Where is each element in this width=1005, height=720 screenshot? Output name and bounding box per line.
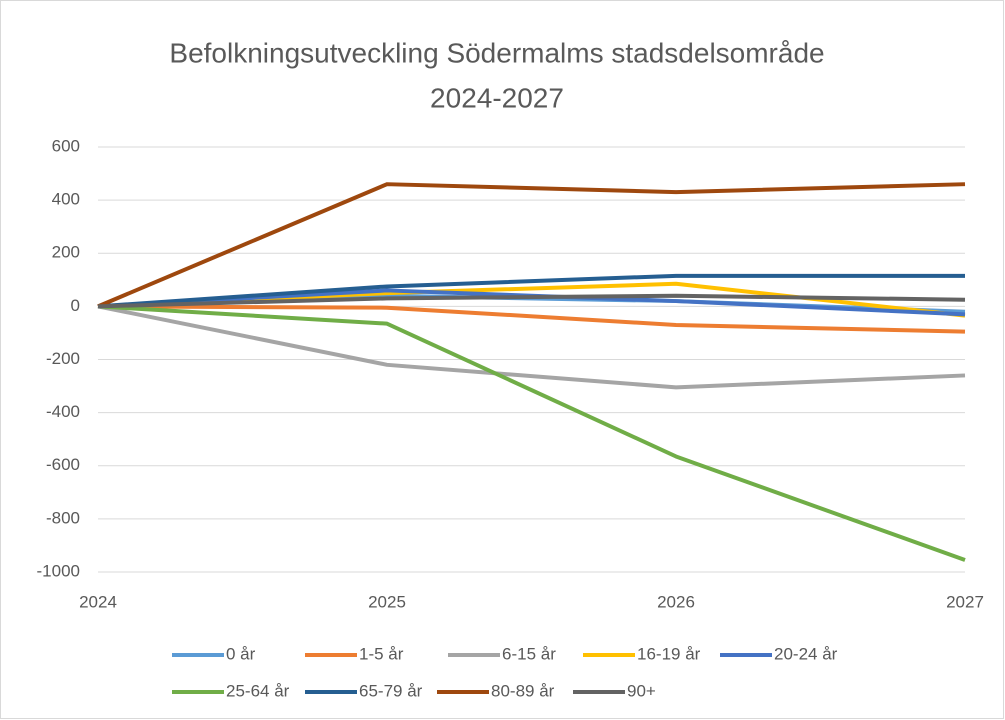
- legend-label: 90+: [627, 681, 656, 700]
- y-tick-label: 600: [52, 136, 80, 155]
- x-tick-label: 2024: [79, 592, 117, 611]
- y-tick-label: -1000: [37, 561, 80, 580]
- legend-label: 25-64 år: [226, 681, 290, 700]
- y-tick-label: 200: [52, 243, 80, 262]
- series-line: [97, 304, 966, 334]
- y-tick-label: -200: [46, 349, 80, 368]
- y-tick-label: 0: [71, 296, 80, 315]
- legend-label: 1-5 år: [359, 644, 404, 663]
- series-line: [97, 304, 966, 390]
- legend-label: 80-89 år: [491, 681, 555, 700]
- legend-label: 65-79 år: [359, 681, 423, 700]
- x-tick-label: 2025: [368, 592, 406, 611]
- y-tick-label: 400: [52, 190, 80, 209]
- series-line: [97, 182, 966, 309]
- y-tick-label: -600: [46, 455, 80, 474]
- legend-label: 0 år: [226, 644, 256, 663]
- chart-title: 2024-2027: [430, 82, 564, 113]
- series-line: [97, 293, 966, 309]
- legend-label: 20-24 år: [774, 644, 838, 663]
- legend-label: 6-15 år: [502, 644, 556, 663]
- series-line: [97, 273, 965, 309]
- chart-title: Befolkningsutveckling Södermalms stadsde…: [169, 37, 824, 68]
- y-tick-label: -800: [46, 508, 80, 527]
- x-tick-label: 2026: [657, 592, 695, 611]
- series-line: [97, 304, 966, 562]
- y-tick-label: -400: [46, 402, 80, 421]
- legend-label: 16-19 år: [637, 644, 701, 663]
- x-tick-label: 2027: [946, 592, 984, 611]
